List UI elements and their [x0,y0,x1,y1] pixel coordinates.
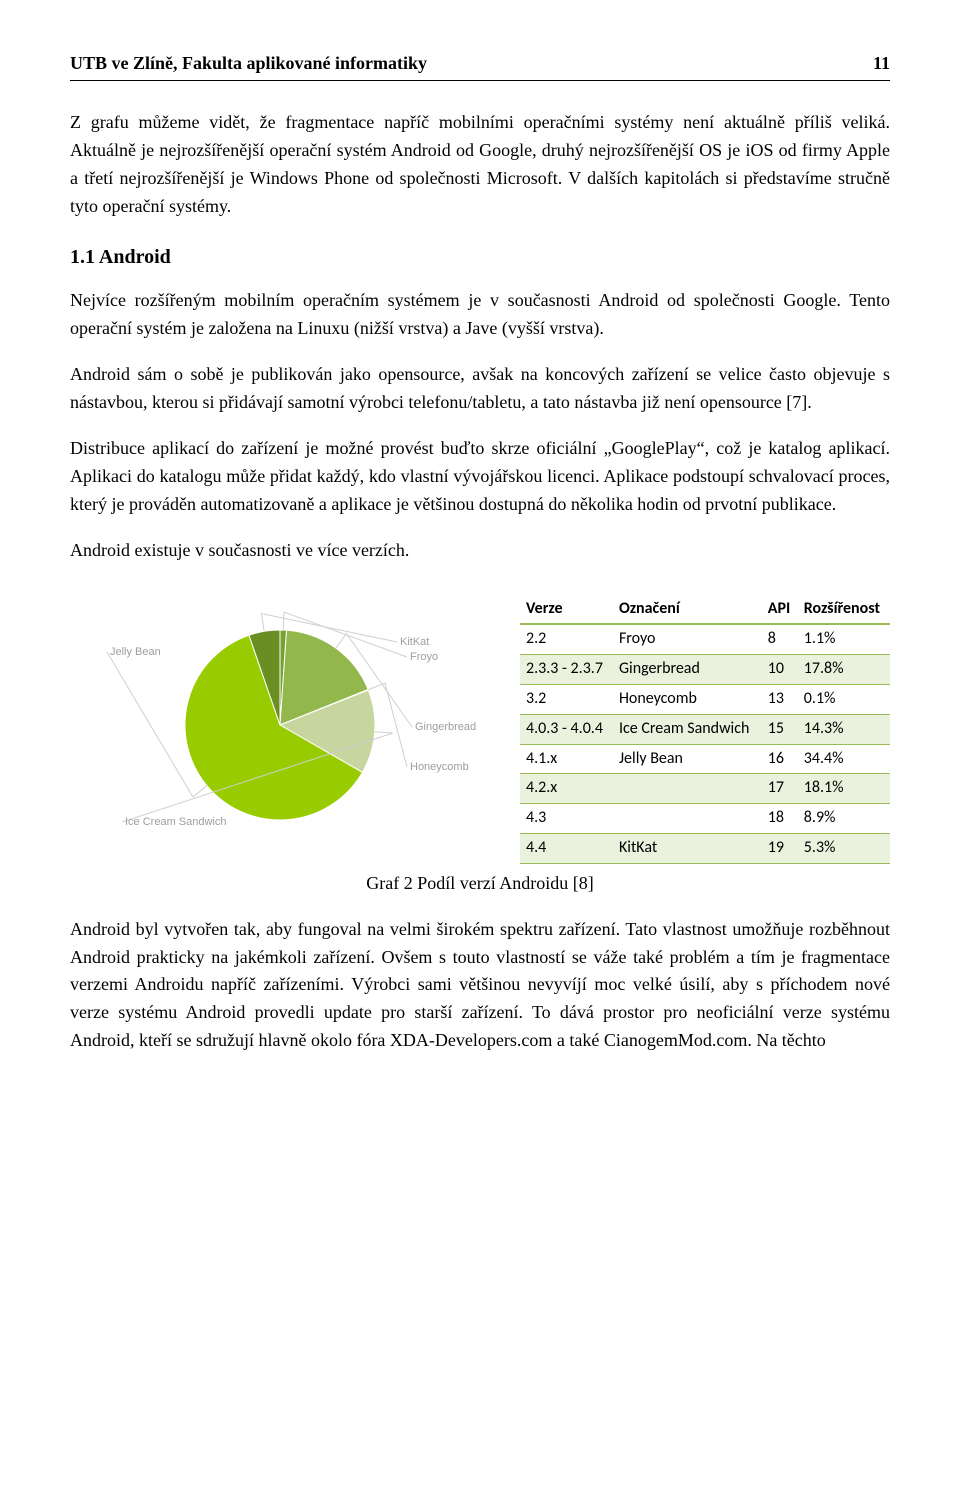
android-versions-pie-chart: Froyo Gingerbread Honeycomb Ice Cream Sandw… [70,595,500,845]
header-left: UTB ve Zlíně, Fakulta aplikované informa… [70,50,427,78]
chart-and-table-row: FroyoGingerbreadHoneycombIce Cream Sandw… [70,595,890,864]
table-cell: Honeycomb [613,684,762,714]
table-row: 3.2Honeycomb130.1% [520,684,890,714]
pie-chart-container: Froyo Gingerbread Honeycomb Ice Cream Sandw… [70,595,500,854]
table-row: 2.3.3 - 2.3.7Gingerbread1017.8% [520,655,890,685]
table-cell: 19 [762,833,798,863]
table-cell: 3.2 [520,684,613,714]
table-cell: Jelly Bean [613,744,762,774]
table-cell: 17 [762,774,798,804]
table-cell: 1.1% [798,624,890,654]
table-row: 2.2Froyo81.1% [520,624,890,654]
table-cell: KitKat [613,833,762,863]
section-heading-android: 1.1 Android [70,242,890,273]
paragraph-android-3: Distribuce aplikací do zařízení je možné… [70,435,890,519]
table-cell: 0.1% [798,684,890,714]
table-cell: 4.1.x [520,744,613,774]
paragraph-android-4: Android existuje v současnosti ve více v… [70,537,890,565]
table-header-cell: Verze [520,595,613,625]
paragraph-intro: Z grafu můžeme vidět, že fragmentace nap… [70,109,890,221]
pie-label-honeycomb: Honeycomb [410,761,469,773]
table-cell: 4.2.x [520,774,613,804]
pie-label-froyo: Froyo [410,651,438,663]
paragraph-android-1: Nejvíce rozšířeným mobilním operačním sy… [70,287,890,343]
table-cell: 18.1% [798,774,890,804]
table-header-cell: Rozšířenost [798,595,890,625]
table-row: 4.4KitKat195.3% [520,833,890,863]
table-cell: 4.4 [520,833,613,863]
pie-label-gingerbread: Gingerbread [415,721,476,733]
versions-table-container: VerzeOznačeníAPIRozšířenost 2.2Froyo81.1… [520,595,890,864]
table-cell: 2.3.3 - 2.3.7 [520,655,613,685]
table-cell: 16 [762,744,798,774]
table-header-cell: Označení [613,595,762,625]
chart-caption: Graf 2 Podíl verzí Androidu [8] [70,870,890,898]
table-cell: 13 [762,684,798,714]
table-cell [613,804,762,834]
table-cell: 18 [762,804,798,834]
table-cell: 14.3% [798,714,890,744]
table-cell: Froyo [613,624,762,654]
table-header-cell: API [762,595,798,625]
table-row: 4.3 188.9% [520,804,890,834]
table-cell: Ice Cream Sandwich [613,714,762,744]
table-row: 4.0.3 - 4.0.4Ice Cream Sandwich1514.3% [520,714,890,744]
table-cell: 4.3 [520,804,613,834]
table-cell: 10 [762,655,798,685]
paragraph-fragmentation: Android byl vytvořen tak, aby fungoval n… [70,916,890,1055]
table-cell: 5.3% [798,833,890,863]
table-cell: 8.9% [798,804,890,834]
table-cell: 4.0.3 - 4.0.4 [520,714,613,744]
pie-label-jelly-bean: Jelly Bean [110,646,161,658]
page-header: UTB ve Zlíně, Fakulta aplikované informa… [70,50,890,81]
table-row: 4.2.x 1718.1% [520,774,890,804]
pie-label-ice-cream-sandwich: Ice Cream Sandwich [125,816,227,828]
android-versions-table: VerzeOznačeníAPIRozšířenost 2.2Froyo81.1… [520,595,890,864]
table-cell: 2.2 [520,624,613,654]
table-cell: 8 [762,624,798,654]
table-cell: 17.8% [798,655,890,685]
table-cell: 34.4% [798,744,890,774]
table-cell [613,774,762,804]
paragraph-android-2: Android sám o sobě je publikován jako op… [70,361,890,417]
table-cell: Gingerbread [613,655,762,685]
table-row: 4.1.xJelly Bean1634.4% [520,744,890,774]
pie-label-kitkat: KitKat [400,636,429,648]
table-cell: 15 [762,714,798,744]
header-page-number: 11 [873,50,890,78]
